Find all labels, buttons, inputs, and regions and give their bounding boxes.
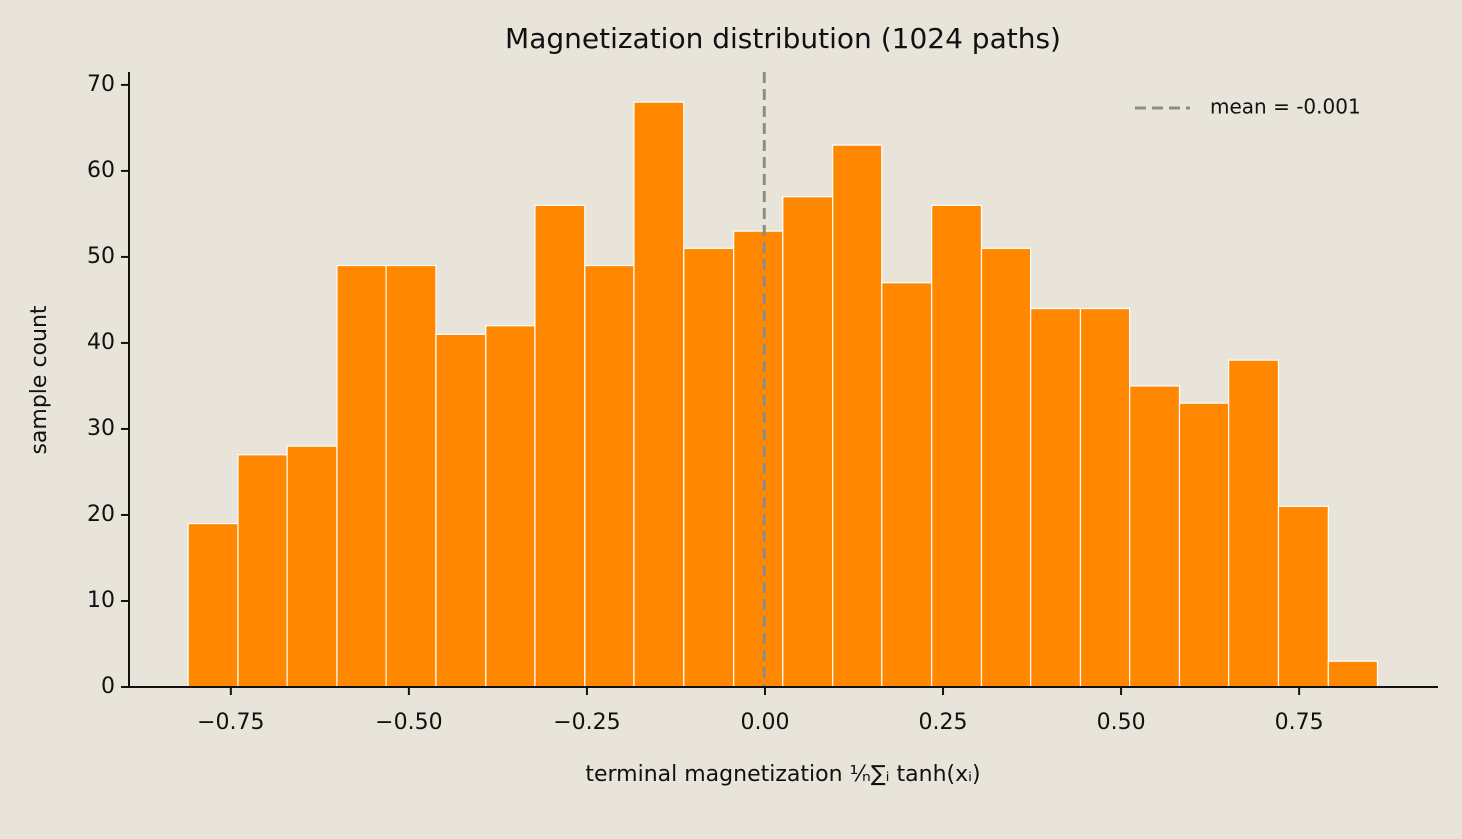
bar [832,144,883,688]
y-tick-label: 20 [87,502,115,527]
y-tick-label: 60 [87,158,115,183]
legend-label: mean = -0.001 [1210,95,1361,119]
bar [1327,660,1379,688]
bar [336,264,387,688]
bar [1277,505,1329,688]
bar [187,522,239,688]
chart-title: Magnetization distribution (1024 paths) [505,22,1061,55]
bar [683,247,735,688]
bar [485,325,536,688]
bar [534,204,586,688]
bar [1129,385,1181,688]
x-tick-label: −0.50 [375,710,442,735]
y-tick-label: 50 [87,244,115,269]
bar [633,101,685,688]
y-tick-label: 70 [87,72,115,97]
bar [385,264,437,688]
bar [435,333,487,688]
bar [237,454,288,688]
x-tick-label: 0.50 [1097,710,1146,735]
y-tick-label: 10 [87,588,115,613]
y-axis-label: sample count [27,305,52,454]
bar [1228,359,1280,688]
bar [931,204,983,688]
bar [1178,402,1230,688]
x-axis-label: terminal magnetization ¹⁄ₙ∑ᵢ tanh(xᵢ) [585,762,980,787]
bar [1030,307,1082,688]
y-tick-label: 0 [101,674,115,699]
x-tick-label: −0.25 [553,710,620,735]
bar [881,282,933,688]
bar [782,196,834,688]
x-tick-label: −0.75 [197,710,264,735]
bar [733,230,784,688]
bar [980,247,1032,688]
y-tick-label: 30 [87,416,115,441]
x-tick-label: 0.25 [919,710,968,735]
bar [584,264,635,688]
bar [286,445,338,688]
bar [1079,307,1131,688]
y-tick-label: 40 [87,330,115,355]
x-tick-label: 0.00 [740,710,789,735]
x-tick-label: 0.75 [1275,710,1324,735]
